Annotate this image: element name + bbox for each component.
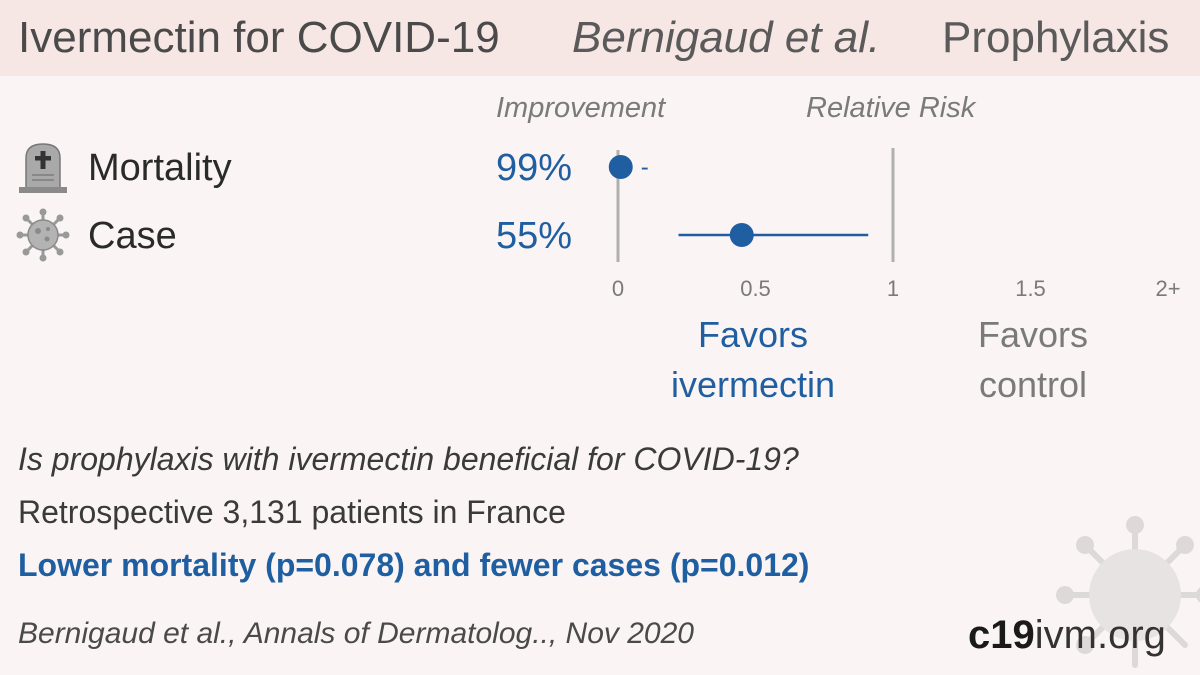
row-improvement-mortality: 99% (496, 147, 573, 189)
row-improvement-case: 55% (496, 215, 573, 257)
favors-control-line1: Favors (977, 314, 1089, 355)
x-tick-label-2: 1 (887, 276, 899, 301)
point-estimate-0 (608, 155, 633, 179)
site-brand: c19ivm.org (968, 610, 1166, 660)
study-citation: Bernigaud et al., Annals of Dermatolog..… (18, 617, 694, 650)
tombstone-icon (19, 143, 67, 193)
row-label-case: Case (88, 215, 177, 257)
study-design: Retrospective 3,131 patients in France (18, 494, 566, 530)
favors-ivermectin-line1: Favors (697, 314, 809, 355)
virus-watermark-icon (1056, 516, 1200, 668)
favors-ivermectin-line2: ivermectin (670, 364, 836, 405)
x-tick-label-4: 2+ (1155, 276, 1180, 301)
header-bar: Ivermectin for COVID-19 Bernigaud et al.… (0, 0, 1200, 76)
favors-control-label: Favors control (913, 310, 1153, 410)
study-author: Bernigaud et al. (572, 13, 881, 62)
virus-icon (16, 208, 70, 262)
x-tick-label-3: 1.5 (1015, 276, 1046, 301)
point-estimate-1 (729, 223, 754, 247)
improvement-column-header: Improvement (496, 92, 666, 124)
favors-ivermectin-label: Favors ivermectin (633, 310, 873, 410)
study-conclusion: Lower mortality (p=0.078) and fewer case… (18, 547, 810, 583)
study-type: Prophylaxis (942, 13, 1170, 62)
favors-control-line2: control (978, 364, 1088, 405)
site-brand-strong: c19 (968, 613, 1035, 657)
relative-risk-column-header: Relative Risk (806, 92, 976, 124)
x-tick-label-0: 0 (612, 276, 624, 301)
row-label-mortality: Mortality (88, 147, 232, 189)
site-brand-rest: ivm.org (1034, 613, 1166, 657)
x-tick-label-1: 0.5 (740, 276, 771, 301)
study-question: Is prophylaxis with ivermectin beneficia… (18, 441, 799, 477)
ci-note-0: - (641, 154, 649, 181)
page-title: Ivermectin for COVID-19 (18, 13, 500, 62)
